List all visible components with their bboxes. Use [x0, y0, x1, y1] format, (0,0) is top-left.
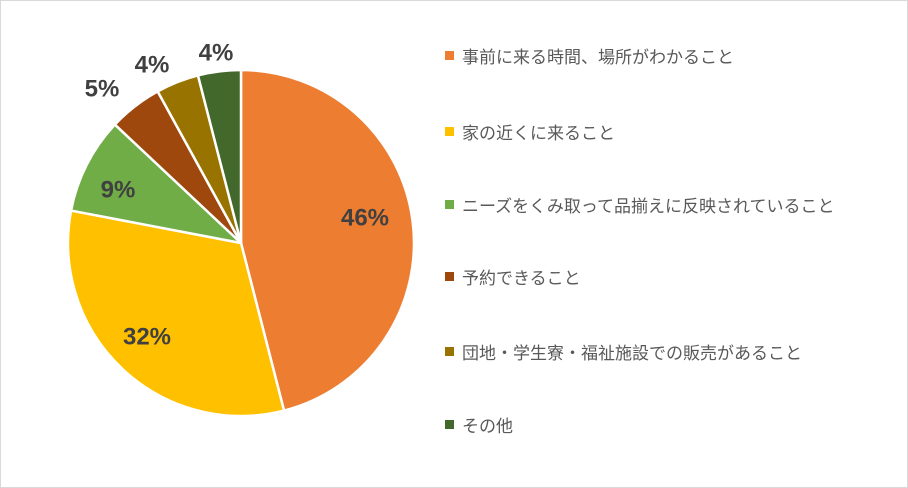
pie-slice-1 [239, 68, 416, 412]
data-label-6: 4% [199, 40, 234, 67]
legend-swatch [445, 50, 454, 60]
data-label-2: 32% [123, 324, 171, 351]
legend-label: ニーズをくみ取って品揃えに反映されていること [462, 196, 835, 217]
pie-slice-3 [69, 123, 243, 245]
legend-swatch [445, 419, 454, 429]
legend-swatch [445, 126, 454, 136]
legend-swatch [445, 271, 454, 281]
legend-swatch [445, 199, 454, 209]
pie-slices [66, 68, 416, 418]
legend-label: 団地・学生寮・福祉施設での販売があること [462, 343, 802, 364]
legend-item-2: 家の近くに来ること [445, 119, 615, 144]
legend-item-1: 事前に来る時間、場所がわかること [445, 43, 734, 68]
pie-slice-2 [66, 209, 286, 418]
legend-item-3: ニーズをくみ取って品揃えに反映されていること [445, 192, 835, 217]
legend-item-4: 予約できること [445, 264, 581, 289]
legend-label: 家の近くに来ること [462, 123, 615, 144]
legend-label: その他 [462, 416, 513, 437]
legend-swatch [445, 346, 454, 356]
data-label-5: 4% [135, 52, 170, 79]
legend-item-5: 団地・学生寮・福祉施設での販売があること [445, 339, 802, 364]
data-label-3: 9% [101, 177, 136, 204]
data-label-1: 46% [341, 205, 389, 232]
pie-slice-6 [196, 68, 243, 245]
legend-item-6: その他 [445, 412, 513, 437]
legend-label: 事前に来る時間、場所がわかること [462, 47, 734, 68]
pie-labels: 46% 32% 9% 5% 4% 4% [85, 40, 389, 351]
data-label-4: 5% [85, 76, 120, 103]
legend-label: 予約できること [462, 268, 581, 289]
